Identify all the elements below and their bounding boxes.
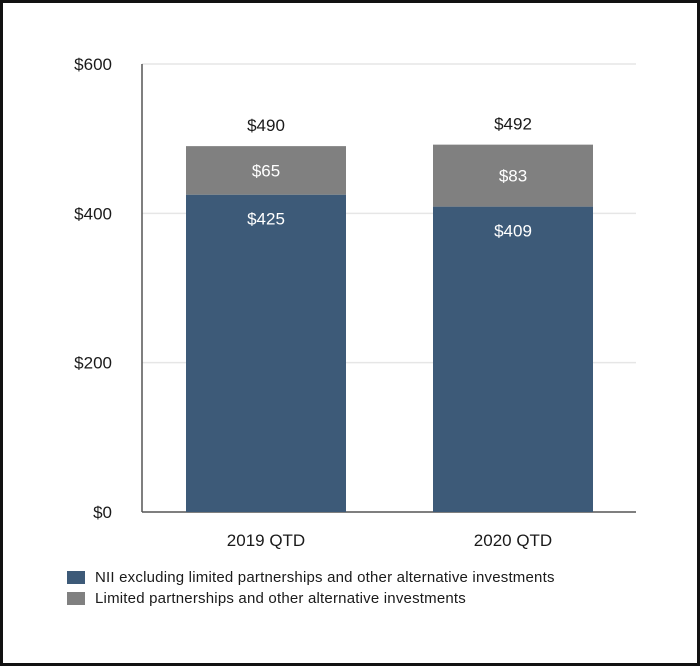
legend-item-limited-partnerships: Limited partnerships and other alternati… <box>67 588 555 609</box>
legend-item-nii: NII excluding limited partnerships and o… <box>67 567 555 588</box>
bar-value-label: $65 <box>252 161 280 180</box>
bar-total-label: $490 <box>247 116 285 135</box>
bar-segment <box>433 206 593 512</box>
legend: NII excluding limited partnerships and o… <box>67 567 555 609</box>
x-tick-label: 2020 QTD <box>474 531 552 550</box>
x-tick-label: 2019 QTD <box>227 531 305 550</box>
y-tick-label: $0 <box>93 503 112 522</box>
legend-swatch-nii <box>67 571 85 584</box>
bar-segment <box>186 194 346 512</box>
bar-value-label: $83 <box>499 167 527 186</box>
y-tick-label: $400 <box>74 204 112 223</box>
bar-value-label: $409 <box>494 222 532 241</box>
y-tick-label: $200 <box>74 354 112 373</box>
bar-total-label: $492 <box>494 115 532 134</box>
y-tick-label: $600 <box>74 55 112 74</box>
bar-value-label: $425 <box>247 210 285 229</box>
legend-label-nii: NII excluding limited partnerships and o… <box>95 569 555 586</box>
legend-swatch-limited-partnerships <box>67 592 85 605</box>
bar-segment <box>433 144 593 207</box>
bar-segment <box>186 146 346 195</box>
legend-label-limited-partnerships: Limited partnerships and other alternati… <box>95 590 466 607</box>
